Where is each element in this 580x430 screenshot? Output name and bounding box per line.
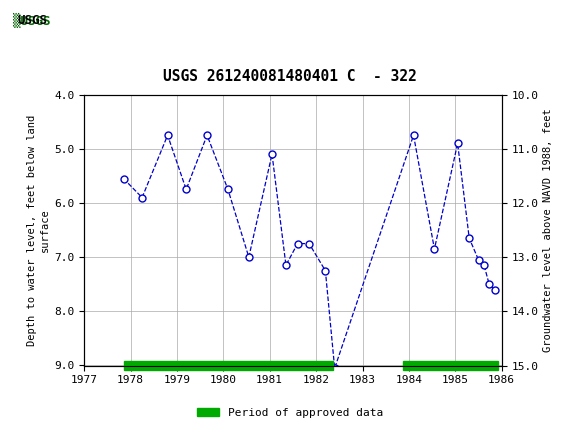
Y-axis label: Groundwater level above NAVD 1988, feet: Groundwater level above NAVD 1988, feet [542, 108, 553, 352]
Y-axis label: Depth to water level, feet below land
surface: Depth to water level, feet below land su… [27, 114, 50, 346]
Text: USGS: USGS [17, 14, 47, 27]
Legend: Period of approved data: Period of approved data [193, 403, 387, 422]
Bar [403, 361, 498, 370]
Text: ▒USGS: ▒USGS [13, 13, 50, 28]
FancyBboxPatch shape [5, 3, 57, 37]
Bar [125, 361, 334, 370]
Text: USGS 261240081480401 C  - 322: USGS 261240081480401 C - 322 [163, 69, 417, 84]
